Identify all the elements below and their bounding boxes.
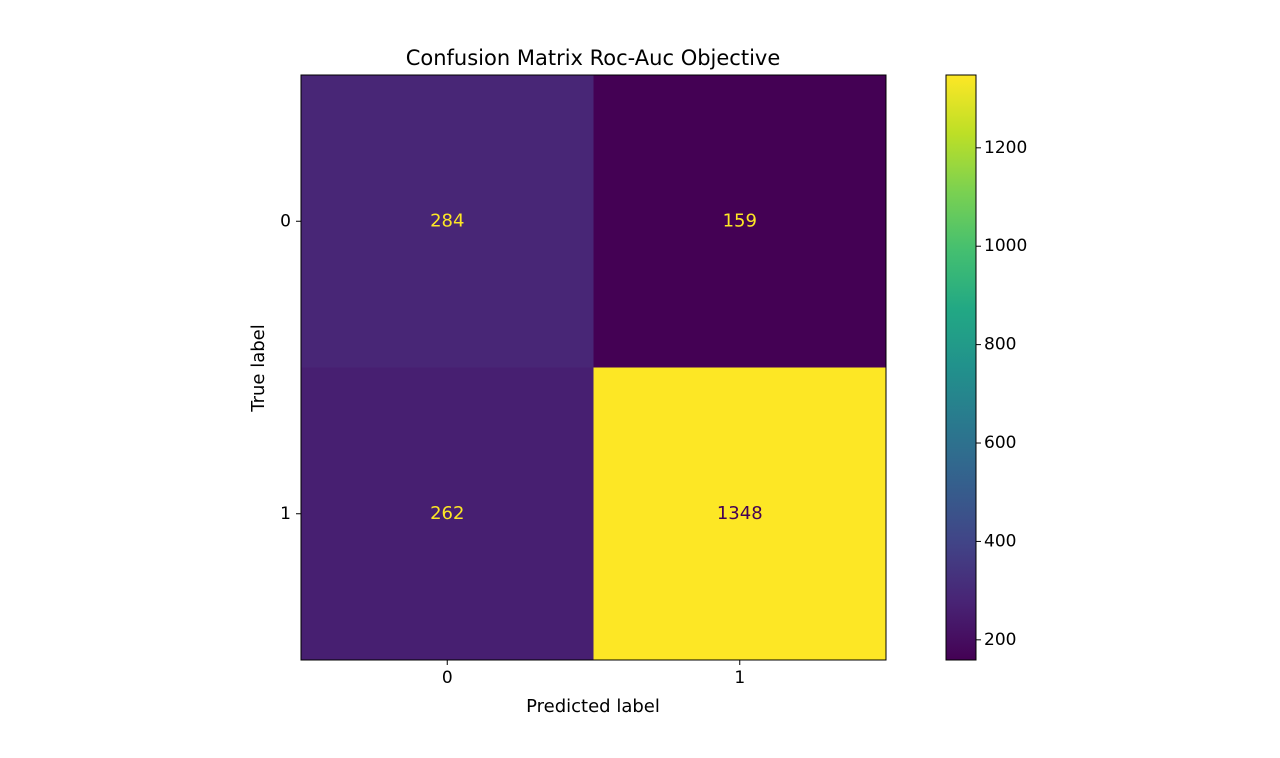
- colorbar-tick-label: 600: [984, 433, 1016, 453]
- colorbar-tick-label: 1200: [984, 138, 1027, 158]
- cell-label: 159: [723, 210, 757, 231]
- chart-title: Confusion Matrix Roc-Auc Objective: [406, 46, 781, 70]
- colorbar-tick-label: 400: [984, 531, 1016, 551]
- x-axis-label: Predicted label: [526, 696, 660, 717]
- colorbar-tick-label: 800: [984, 335, 1016, 355]
- cell-label: 262: [430, 503, 464, 524]
- colorbar: [945, 74, 977, 661]
- x-tick-label: 1: [734, 668, 745, 688]
- axes-frame: [300, 74, 887, 661]
- cell-label: 1348: [717, 503, 763, 524]
- y-tick-label: 1: [280, 504, 291, 524]
- colorbar-tick-label: 200: [984, 630, 1016, 650]
- x-tick-label: 0: [442, 668, 453, 688]
- cell: [301, 75, 594, 368]
- colorbar-tick-label: 1000: [984, 236, 1027, 256]
- cell: [593, 75, 887, 368]
- y-tick-label: 0: [280, 211, 291, 231]
- cell: [301, 367, 594, 661]
- cell-label: 284: [430, 210, 464, 231]
- cell: [593, 367, 887, 661]
- y-axis-label: True label: [248, 324, 269, 413]
